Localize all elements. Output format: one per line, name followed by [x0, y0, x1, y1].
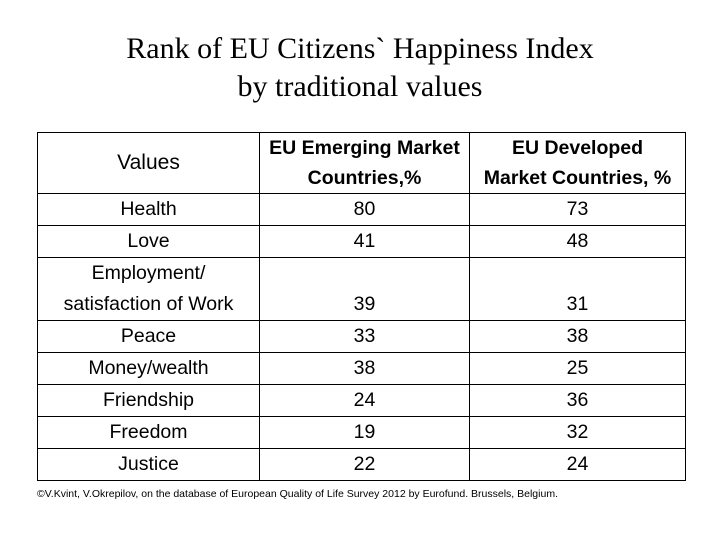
header-emerging-line-1: EU Emerging Market: [269, 137, 460, 159]
table-row: Health 80 73: [37, 193, 686, 226]
developed-cell: 38: [469, 320, 686, 353]
table-row: Money/wealth 38 25: [37, 352, 686, 385]
developed-cell: 48: [469, 225, 686, 258]
emerging-cell: 19: [259, 416, 470, 449]
value-cell: Love: [37, 225, 260, 258]
value-cell: Employment/ satisfaction of Work: [37, 257, 260, 321]
value-cell-line-1: Employment/: [91, 262, 206, 284]
value-cell: Peace: [37, 320, 260, 353]
header-values: Values: [37, 132, 260, 194]
header-emerging-line-2: Countries,%: [307, 167, 422, 189]
header-row: Values EU Emerging Market Countries,% EU…: [37, 132, 686, 194]
developed-cell: 73: [469, 193, 686, 226]
emerging-cell: 33: [259, 320, 470, 353]
value-cell: Money/wealth: [37, 352, 260, 385]
table-row: Love 41 48: [37, 225, 686, 258]
table-row: Employment/ satisfaction of Work 39 31: [37, 257, 686, 321]
developed-cell: 31: [469, 257, 686, 321]
table-row: Friendship 24 36: [37, 384, 686, 417]
header-developed-line-1: EU Developed: [511, 137, 644, 159]
table-row: Peace 33 38: [37, 320, 686, 353]
emerging-cell: 24: [259, 384, 470, 417]
title-line-1: Rank of EU Citizens` Happiness Index: [126, 32, 594, 65]
source-note: ©V.Kvint, V.Okrepilov, on the database o…: [37, 488, 558, 500]
value-cell: Health: [37, 193, 260, 226]
emerging-cell: 39: [259, 257, 470, 321]
header-emerging: EU Emerging Market Countries,%: [259, 132, 470, 194]
table-row: Freedom 19 32: [37, 416, 686, 449]
value-cell: Friendship: [37, 384, 260, 417]
emerging-cell: 41: [259, 225, 470, 258]
happiness-table: Values EU Emerging Market Countries,% EU…: [37, 132, 686, 481]
developed-cell: 25: [469, 352, 686, 385]
header-developed: EU Developed Market Countries, %: [469, 132, 686, 194]
emerging-cell: 22: [259, 448, 470, 481]
developed-cell: 32: [469, 416, 686, 449]
header-developed-line-2: Market Countries, %: [483, 167, 672, 189]
emerging-cell: 38: [259, 352, 470, 385]
developed-cell: 36: [469, 384, 686, 417]
value-cell: Justice: [37, 448, 260, 481]
value-cell-line-2: satisfaction of Work: [63, 293, 234, 315]
emerging-cell: 80: [259, 193, 470, 226]
title-line-2: by traditional values: [237, 70, 483, 103]
table-row: Justice 22 24: [37, 448, 686, 481]
value-cell: Freedom: [37, 416, 260, 449]
page-title: Rank of EU Citizens` Happiness Index by …: [0, 30, 720, 106]
developed-cell: 24: [469, 448, 686, 481]
